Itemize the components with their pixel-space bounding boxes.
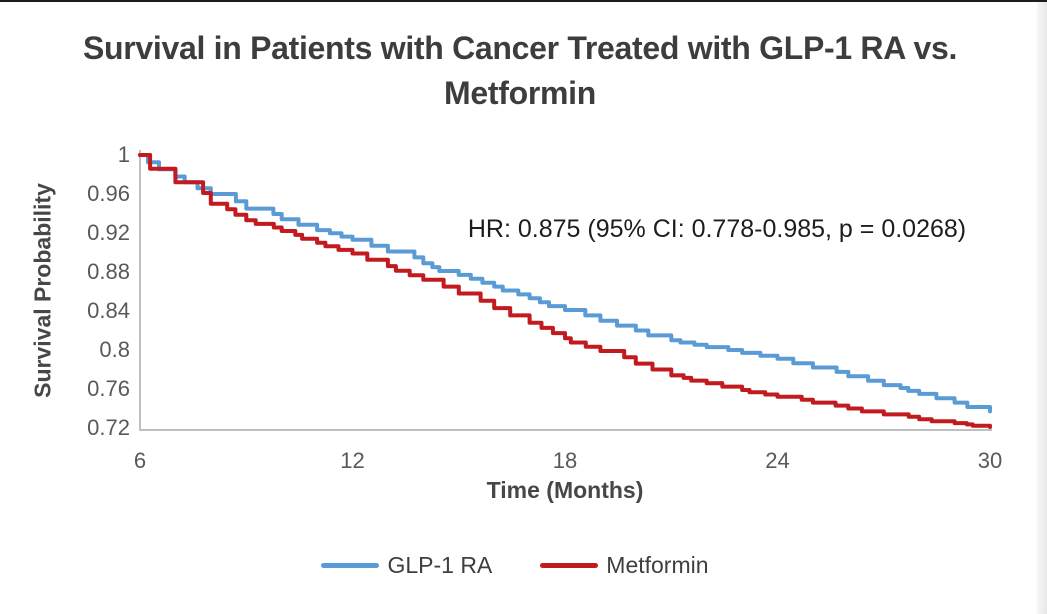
axis-lines <box>139 150 992 431</box>
hazard-ratio-annotation: HR: 0.875 (95% CI: 0.778-0.985, p = 0.02… <box>467 215 967 243</box>
x-tick-label: 24 <box>765 448 790 473</box>
y-tick-label: 1 <box>117 142 130 167</box>
legend-item-metformin: Metformin <box>540 552 709 579</box>
chart-title: Survival in Patients with Cancer Treated… <box>82 30 958 111</box>
x-tick-label: 6 <box>133 448 147 473</box>
legend-item-glp1ra: GLP-1 RA <box>321 552 492 579</box>
survival-curve-metformin <box>138 153 992 429</box>
y-tick-label: 0.96 <box>87 181 130 206</box>
legend-swatch-glp1ra-icon <box>321 563 380 568</box>
legend: GLP-1 RA Metformin <box>0 552 1030 579</box>
y-tick-label: 0.84 <box>87 298 130 323</box>
y-tick-label: 0.88 <box>87 259 130 284</box>
survival-curve-glp1ra <box>138 153 992 414</box>
x-tick-label: 30 <box>977 448 1003 473</box>
legend-swatch-metformin-icon <box>540 563 599 568</box>
page-right-gutter <box>1037 2 1047 614</box>
y-tick-label: 0.76 <box>87 376 130 401</box>
y-tick-label: 0.8 <box>99 337 130 362</box>
legend-label-glp1ra: GLP-1 RA <box>387 552 493 578</box>
window-top-edge <box>0 0 1047 2</box>
y-tick-label: 0.72 <box>87 415 130 440</box>
x-tick-label: 12 <box>340 448 365 473</box>
x-axis-title: Time (Months) <box>486 477 644 503</box>
y-tick-label: 0.92 <box>87 220 130 245</box>
x-tick-label: 18 <box>552 448 578 473</box>
legend-label-metformin: Metformin <box>606 552 709 578</box>
